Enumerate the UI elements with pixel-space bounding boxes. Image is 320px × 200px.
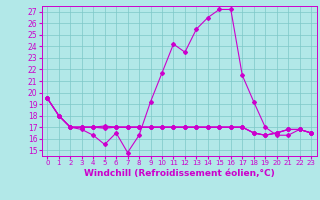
X-axis label: Windchill (Refroidissement éolien,°C): Windchill (Refroidissement éolien,°C): [84, 169, 275, 178]
